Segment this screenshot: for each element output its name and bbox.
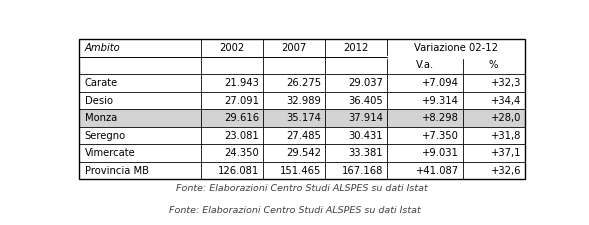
Text: +32,3: +32,3 (491, 78, 521, 88)
Text: 35.174: 35.174 (286, 113, 321, 123)
Text: 33.381: 33.381 (349, 148, 383, 158)
Bar (79, 57, 525, 74)
Text: 23.081: 23.081 (224, 130, 259, 141)
Text: Variazione 02-12: Variazione 02-12 (413, 43, 498, 53)
Bar (79, 127, 525, 144)
Text: 27.485: 27.485 (286, 130, 321, 141)
Text: Vimercate: Vimercate (85, 148, 135, 158)
Bar (79, 144, 525, 162)
Text: 29.542: 29.542 (286, 148, 321, 158)
Text: 26.275: 26.275 (286, 78, 321, 88)
Text: %: % (489, 61, 498, 70)
Text: +31,8: +31,8 (491, 130, 521, 141)
Text: 36.405: 36.405 (349, 96, 383, 106)
Text: 21.943: 21.943 (224, 78, 259, 88)
Text: +37,1: +37,1 (491, 148, 521, 158)
Text: +7.350: +7.350 (422, 130, 459, 141)
Text: 126.081: 126.081 (218, 166, 259, 176)
Bar (79, 92, 525, 109)
Text: +7.094: +7.094 (422, 78, 459, 88)
Bar (79, 162, 525, 180)
Text: 2002: 2002 (219, 43, 244, 53)
Text: +8.298: +8.298 (422, 113, 459, 123)
Text: Provincia MB: Provincia MB (85, 166, 148, 176)
Text: +34,4: +34,4 (491, 96, 521, 106)
Text: 32.989: 32.989 (286, 96, 321, 106)
Text: 27.091: 27.091 (224, 96, 259, 106)
Text: 24.350: 24.350 (224, 148, 259, 158)
Text: 2007: 2007 (281, 43, 306, 53)
Text: 29.037: 29.037 (348, 78, 383, 88)
Text: Fonte: Elaborazioni Centro Studi ALSPES su dati Istat: Fonte: Elaborazioni Centro Studi ALSPES … (176, 184, 428, 194)
Bar (79, 39, 525, 180)
Text: +28,0: +28,0 (491, 113, 521, 123)
Text: +9.314: +9.314 (422, 96, 459, 106)
Bar (79, 74, 525, 92)
Text: 37.914: 37.914 (348, 113, 383, 123)
Bar (79, 39, 525, 57)
Text: 151.465: 151.465 (280, 166, 321, 176)
Text: V.a.: V.a. (416, 61, 434, 70)
Text: +9.031: +9.031 (422, 148, 459, 158)
Text: Monza: Monza (85, 113, 117, 123)
Text: +41.087: +41.087 (416, 166, 459, 176)
Text: Desio: Desio (85, 96, 112, 106)
Text: 29.616: 29.616 (224, 113, 259, 123)
Text: 30.431: 30.431 (349, 130, 383, 141)
Text: 167.168: 167.168 (342, 166, 383, 176)
Text: Seregno: Seregno (85, 130, 125, 141)
Text: 2012: 2012 (343, 43, 369, 53)
Text: Ambito: Ambito (85, 43, 120, 53)
Text: +32,6: +32,6 (491, 166, 521, 176)
Bar (79, 109, 525, 127)
Text: Carate: Carate (85, 78, 118, 88)
Text: Fonte: Elaborazioni Centro Studi ALSPES su dati Istat: Fonte: Elaborazioni Centro Studi ALSPES … (168, 206, 421, 215)
